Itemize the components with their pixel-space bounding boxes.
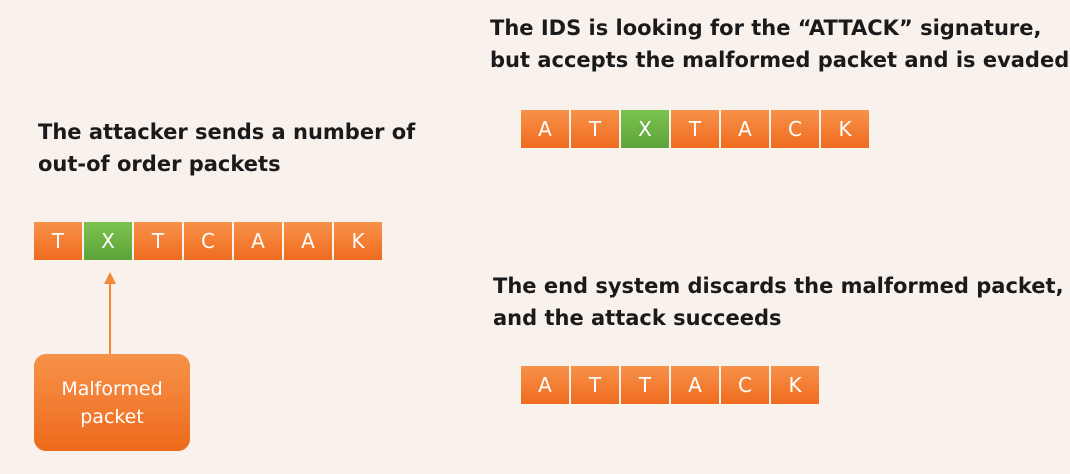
packet: A [671, 366, 719, 404]
ids-caption-line-2: but accepts the malformed packet and is … [490, 48, 1070, 72]
packet: K [334, 222, 382, 260]
packet: T [34, 222, 82, 260]
malformed-packet: X [621, 110, 669, 148]
packet: K [771, 366, 819, 404]
arrow-head [104, 272, 116, 284]
callout-line-1: Malformed [61, 377, 163, 400]
packet: T [134, 222, 182, 260]
end-system-caption-line-2: and the attack succeeds [493, 306, 782, 330]
packet: T [571, 110, 619, 148]
packet: A [284, 222, 332, 260]
packet: K [821, 110, 869, 148]
end-system-caption: The end system discards the malformed pa… [493, 270, 1064, 334]
packet: A [234, 222, 282, 260]
packet: A [521, 366, 569, 404]
pointer-arrow-icon [104, 272, 116, 358]
packet: C [184, 222, 232, 260]
packet: C [771, 110, 819, 148]
packet: A [521, 110, 569, 148]
packet: A [721, 110, 769, 148]
end-system-packet-row: A T T A C K [521, 366, 819, 404]
ids-packet-row: A T X T A C K [521, 110, 869, 148]
packet: C [721, 366, 769, 404]
malformed-packet-callout: Malformed packet [34, 354, 190, 451]
ids-caption: The IDS is looking for the “ATTACK” sign… [490, 12, 1069, 76]
packet: T [671, 110, 719, 148]
packet: T [571, 366, 619, 404]
attacker-caption-line-1: The attacker sends a number of [38, 120, 416, 144]
end-system-caption-line-1: The end system discards the malformed pa… [493, 274, 1064, 298]
attacker-packet-row: T X T C A A K [34, 222, 382, 260]
packet: T [621, 366, 669, 404]
attacker-caption: The attacker sends a number of out-of or… [38, 116, 415, 180]
ids-caption-line-1: The IDS is looking for the “ATTACK” sign… [490, 16, 1042, 40]
callout-line-2: packet [80, 405, 144, 428]
attacker-caption-line-2: out-of order packets [38, 152, 281, 176]
malformed-packet: X [84, 222, 132, 260]
